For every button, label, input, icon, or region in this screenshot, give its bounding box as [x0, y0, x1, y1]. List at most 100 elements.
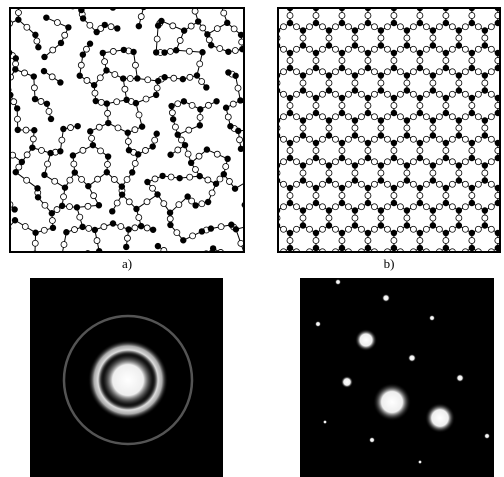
oxygen-atom — [41, 227, 47, 233]
oxygen-atom — [281, 181, 287, 187]
silicon-atom — [313, 245, 319, 251]
silicon-atom — [378, 72, 384, 78]
oxygen-atom — [456, 215, 462, 221]
oxygen-atom — [54, 207, 60, 213]
silicon-atom — [47, 150, 53, 156]
silicon-atom — [176, 175, 182, 181]
oxygen-atom — [24, 24, 30, 30]
oxygen-atom — [345, 114, 351, 120]
bond — [254, 153, 270, 154]
oxygen-atom — [168, 174, 174, 180]
oxygen-atom — [449, 69, 455, 75]
oxygen-atom — [423, 226, 429, 232]
oxygen-atom — [436, 114, 442, 120]
bond — [0, 200, 5, 210]
oxygen-atom — [482, 215, 488, 221]
oxygen-atom — [391, 58, 397, 64]
silicon-atom — [287, 20, 293, 26]
oxygen-atom — [95, 176, 101, 182]
silicon-atom — [77, 73, 83, 79]
oxygen-atom — [281, 226, 287, 232]
oxygen-atom — [365, 58, 371, 64]
oxygen-atom — [59, 137, 65, 143]
oxygen-atom — [11, 99, 17, 105]
silicon-atom — [391, 110, 397, 116]
silicon-atom — [258, 2, 264, 8]
oxygen-atom — [261, 103, 267, 109]
silicon-atom — [80, 51, 86, 57]
bond — [290, 1, 303, 9]
bond — [0, 129, 8, 136]
silicon-atom — [404, 132, 410, 138]
silicon-atom — [287, 50, 293, 56]
oxygen-atom — [449, 159, 455, 165]
oxygen-atom — [306, 204, 312, 210]
oxygen-atom — [332, 69, 338, 75]
oxygen-atom — [261, 193, 267, 199]
oxygen-atom — [469, 238, 475, 244]
silicon-atom — [252, 110, 258, 116]
oxygen-atom — [0, 49, 4, 55]
oxygen-atom — [475, 181, 481, 187]
silicon-atom — [430, 132, 436, 138]
oxygen-atom — [263, 0, 269, 1]
silicon-atom — [326, 222, 332, 228]
diffraction-spot — [484, 433, 490, 439]
silicon-atom — [132, 262, 138, 268]
silicon-atom — [168, 103, 174, 109]
bond — [251, 68, 264, 76]
silicon-atom — [118, 0, 124, 4]
oxygen-atom — [243, 278, 249, 284]
oxygen-atom — [255, 114, 261, 120]
silicon-atom — [5, 281, 11, 287]
silicon-atom — [430, 27, 436, 33]
bond — [276, 277, 285, 282]
oxygen-atom — [56, 0, 62, 6]
silicon-atom — [41, 68, 47, 74]
oxygen-atom — [436, 271, 442, 277]
oxygen-atom — [456, 170, 462, 176]
oxygen-atom — [230, 279, 236, 285]
silicon-atom — [270, 45, 276, 51]
oxygen-atom — [378, 170, 384, 176]
silicon-atom — [261, 20, 267, 26]
silicon-atom — [469, 110, 475, 116]
silicon-atom — [155, 22, 161, 28]
oxygen-atom — [339, 103, 345, 109]
silicon-atom — [263, 234, 269, 240]
silicon-atom — [430, 222, 436, 228]
oxygen-atom — [61, 194, 67, 200]
bond — [212, 271, 225, 279]
silicon-atom — [213, 181, 219, 187]
silicon-atom — [109, 208, 115, 214]
oxygen-atom — [0, 100, 4, 106]
oxygen-atom — [371, 226, 377, 232]
silicon-atom — [261, 200, 267, 206]
oxygen-atom — [371, 46, 377, 52]
oxygen-atom — [228, 0, 234, 5]
oxygen-atom — [229, 271, 235, 277]
oxygen-atom — [255, 91, 261, 97]
oxygen-atom — [332, 204, 338, 210]
oxygen-atom — [255, 204, 261, 210]
bond — [121, 1, 134, 9]
oxygen-atom — [430, 260, 436, 266]
silicon-atom — [106, 268, 112, 274]
silicon-atom — [352, 27, 358, 33]
diffraction-spot — [355, 329, 377, 351]
bond — [264, 68, 277, 76]
silicon-atom — [12, 217, 18, 223]
bond — [264, 203, 277, 211]
silicon-atom — [237, 97, 243, 103]
silicon-atom — [352, 177, 358, 183]
bond — [420, 271, 433, 279]
oxygen-atom — [371, 91, 377, 97]
oxygen-atom — [482, 260, 488, 266]
silicon-atom — [248, 27, 254, 33]
oxygen-atom — [417, 58, 423, 64]
silicon-atom — [352, 42, 358, 48]
oxygen-atom — [287, 193, 293, 199]
oxygen-atom — [306, 69, 312, 75]
silicon-atom — [35, 44, 41, 50]
oxygen-atom — [371, 159, 377, 165]
